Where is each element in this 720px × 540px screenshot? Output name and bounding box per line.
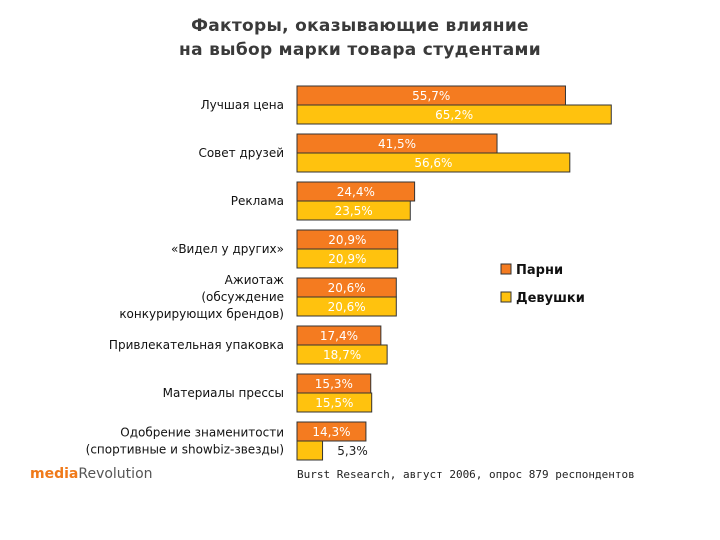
category-label-8-line-1: Одобрение знаменитости: [120, 426, 284, 440]
data-label-girls-7: 15,5%: [315, 396, 353, 410]
logo-part-revolution: Revolution: [78, 466, 153, 482]
bar-girls-6: [296, 344, 388, 365]
data-label-boys-3: 24,4%: [337, 185, 375, 199]
bar-girls-7: [296, 392, 373, 413]
category-label-5-line-2: (обсуждение: [201, 290, 284, 304]
bar-boys-8: [296, 421, 367, 442]
data-label-girls-8: 5,3%: [337, 444, 368, 458]
data-label-girls-4: 20,9%: [328, 252, 366, 266]
data-label-boys-8: 14,3%: [312, 425, 350, 439]
data-label-boys-6: 17,4%: [320, 329, 358, 343]
source-note: Burst Research, август 2006, опрос 879 р…: [297, 468, 635, 481]
chart-title: Факторы, оказывающие влияние на выбор ма…: [60, 14, 660, 62]
bar-girls-1: [296, 104, 612, 125]
data-label-boys-5: 20,6%: [328, 281, 366, 295]
data-label-boys-4: 20,9%: [328, 233, 366, 247]
category-label-4: «Видел у других»: [171, 242, 284, 256]
data-label-boys-1: 55,7%: [412, 89, 450, 103]
data-label-girls-3: 23,5%: [335, 204, 373, 218]
bar-girls-3: [296, 200, 411, 221]
category-label-6: Привлекательная упаковка: [109, 338, 284, 352]
category-label-3: Реклама: [231, 194, 284, 208]
data-label-boys-7: 15,3%: [315, 377, 353, 391]
category-label-5-line-1: Ажиотаж: [225, 273, 285, 287]
legend-label-girls: Девушки: [516, 291, 585, 306]
data-label-boys-2: 41,5%: [378, 137, 416, 151]
data-label-girls-5: 20,6%: [328, 300, 366, 314]
data-label-girls-6: 18,7%: [323, 348, 361, 362]
category-label-7: Материалы прессы: [163, 386, 284, 400]
data-label-girls-1: 65,2%: [435, 108, 473, 122]
data-label-girls-2: 56,6%: [414, 156, 452, 170]
category-label-5-line-3: конкурирующих брендов): [119, 307, 284, 321]
chart-title-line-2: на выбор марки товара студентами: [179, 40, 541, 60]
legend-swatch-boys: [500, 263, 512, 275]
legend-label-boys: Парни: [516, 263, 563, 278]
chart-title-line-1: Факторы, оказывающие влияние: [191, 16, 529, 36]
bar-girls-4: [296, 248, 399, 269]
legend-swatch-girls: [500, 291, 512, 303]
bar-girls-8: [296, 440, 324, 461]
category-label-1: Лучшая цена: [201, 98, 284, 112]
category-label-8-line-2: (спортивные и showbiz-звезды): [86, 443, 284, 457]
logo-part-media: media: [30, 466, 79, 482]
bar-girls-5: [296, 296, 397, 317]
category-label-2: Совет друзей: [198, 146, 284, 160]
bar-girls-2: [296, 152, 571, 173]
media-revolution-logo: mediaRevolution: [30, 466, 153, 482]
